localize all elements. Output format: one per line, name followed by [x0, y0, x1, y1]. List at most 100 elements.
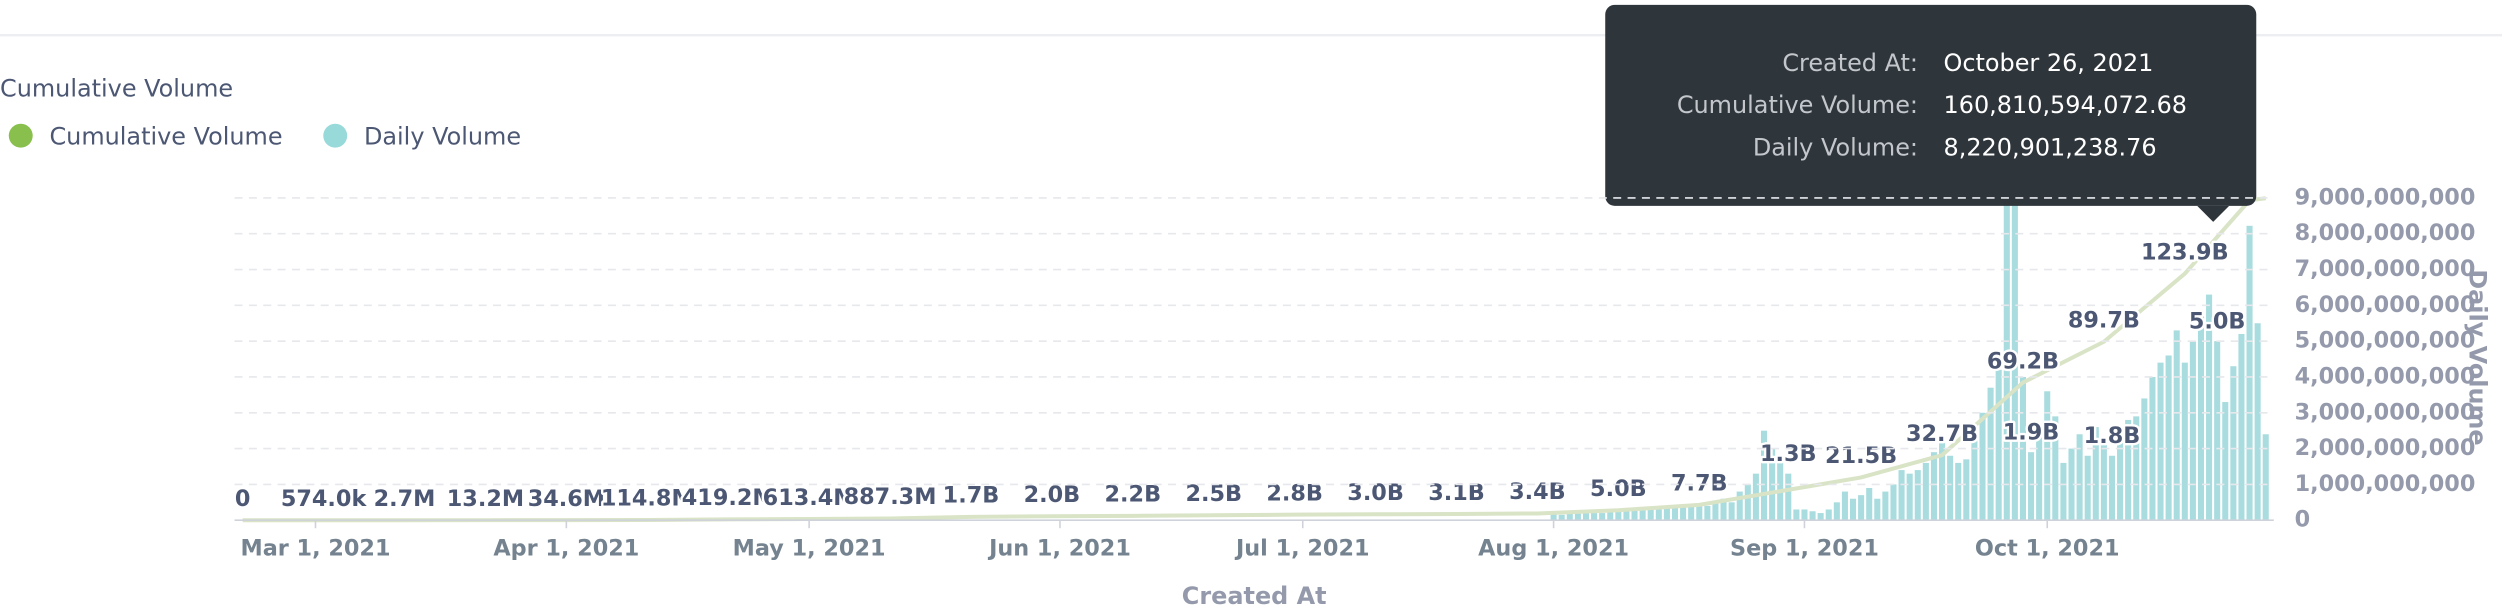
bar: [1688, 505, 1695, 521]
bar: [1801, 509, 1808, 521]
x-tick-label: Jun 1, 2021: [987, 535, 1131, 561]
x-tick-label: Jul 1, 2021: [1234, 535, 1370, 561]
data-label: 887.3M: [844, 484, 937, 510]
x-axis-label: Created At: [1182, 582, 1327, 610]
bar: [2222, 402, 2229, 521]
bar: [2052, 416, 2059, 521]
data-label: 21.5B: [1825, 443, 1897, 469]
bar: [2117, 441, 2124, 521]
bar: [1574, 513, 1581, 521]
bar: [1607, 511, 1614, 521]
bar: [2076, 434, 2083, 521]
bar: [1655, 509, 1662, 521]
y2-axis-label: Daily Volume: [2463, 269, 2491, 445]
bar: [1955, 462, 1962, 521]
tooltip-value: October 26, 2021: [1944, 49, 2154, 77]
data-label: 114.8M: [601, 486, 694, 512]
bar: [1987, 387, 1994, 521]
legend-swatch: [8, 123, 33, 148]
bar: [1728, 502, 1735, 521]
bar: [1914, 470, 1921, 521]
bar: [1566, 513, 1573, 521]
overlay: 1.3B 1.9B 1.8B 5.0B 0 574.0k 2.7M 13.2M 34.6M114…: [232, 4, 2257, 514]
bar: [1785, 473, 1792, 521]
data-label: 0: [235, 486, 251, 512]
bar: [2100, 441, 2107, 521]
data-label: 2.2B: [1105, 482, 1162, 508]
bar: [2246, 225, 2253, 521]
data-label: 1.8B: [2084, 423, 2141, 449]
bar: [2084, 455, 2091, 521]
bar: [2189, 341, 2196, 521]
bar: [1817, 513, 1824, 521]
bar: [2206, 294, 2213, 521]
bar: [1696, 504, 1703, 521]
tooltip-arrow: [2197, 205, 2230, 222]
bar: [2141, 398, 2148, 521]
bar: [1663, 507, 1670, 521]
x-tick-label: Apr 1, 2021: [493, 535, 639, 561]
x-tick-label: May 1, 2021: [733, 535, 886, 561]
bar: [2230, 366, 2237, 521]
bar: [2125, 419, 2132, 521]
tooltip-label: Daily Volume:: [1753, 133, 1918, 161]
bar: [2181, 362, 2188, 521]
bar: [2165, 355, 2172, 521]
bar: [1591, 513, 1598, 521]
bar: [2157, 362, 2164, 521]
bar: [2254, 323, 2261, 521]
bar: [1890, 484, 1897, 521]
tooltip-label: Cumulative Volume:: [1677, 91, 1918, 119]
bar: [1874, 498, 1881, 521]
bar: [2262, 434, 2269, 521]
bar: [1639, 509, 1646, 521]
data-label: 419.2M: [682, 485, 775, 511]
bar: [2092, 427, 2099, 521]
bar: [1866, 487, 1873, 521]
bar: [2036, 434, 2043, 521]
y2-tick-label: 1,000,000,000: [2295, 471, 2476, 497]
bar: [2238, 333, 2245, 521]
x-tick-label: Aug 1, 2021: [1478, 535, 1629, 561]
bar: [1599, 513, 1606, 521]
bar: [1582, 511, 1590, 521]
bar: [2011, 153, 2018, 521]
y2-tick-label: 4,000,000,000: [2295, 363, 2476, 389]
bar: [1882, 491, 1889, 521]
bar: [1833, 502, 1840, 521]
bar: [1550, 513, 1557, 521]
data-label: 69.2B: [1987, 348, 2059, 374]
tooltip-value: 160,810,594,072.68: [1944, 91, 2188, 119]
bar: [1898, 470, 1905, 521]
data-label: 13.2M: [447, 486, 524, 512]
bar: [1615, 509, 1622, 521]
x-tick-label: Mar 1, 2021: [240, 535, 390, 561]
y2-tick-label: 6,000,000,000: [2295, 292, 2476, 318]
bar: [1712, 502, 1719, 521]
bar: [1680, 505, 1687, 521]
bar: [1939, 441, 1946, 521]
bar: [2108, 455, 2116, 521]
data-label: 574.0k: [281, 486, 368, 512]
data-label: 5.0B: [2189, 309, 2246, 335]
line: [242, 196, 2266, 523]
data-label: 34.6M: [528, 486, 605, 512]
y2-tick-label: 0: [2295, 507, 2311, 533]
chart-title: Cumulative Volume: [0, 74, 233, 102]
y2-tick-label: 2,000,000,000: [2295, 435, 2476, 461]
bar: [2044, 391, 2051, 521]
y2-tick-label: 9,000,000,000: [2295, 184, 2476, 210]
bar: [1849, 498, 1857, 521]
data-label: 123.9B: [2141, 239, 2229, 265]
bar: [2214, 341, 2221, 521]
data-label: 3.4B: [1509, 479, 1566, 505]
bar: [1809, 511, 1816, 521]
bar: [2173, 330, 2180, 521]
bar: [1979, 412, 1986, 521]
bar: [2133, 416, 2140, 521]
bar: [1906, 473, 1913, 521]
tooltip-label: Created At:: [1782, 49, 1918, 77]
tooltip-value: 8,220,901,238.76: [1944, 133, 2157, 161]
bar: [1971, 427, 1978, 521]
